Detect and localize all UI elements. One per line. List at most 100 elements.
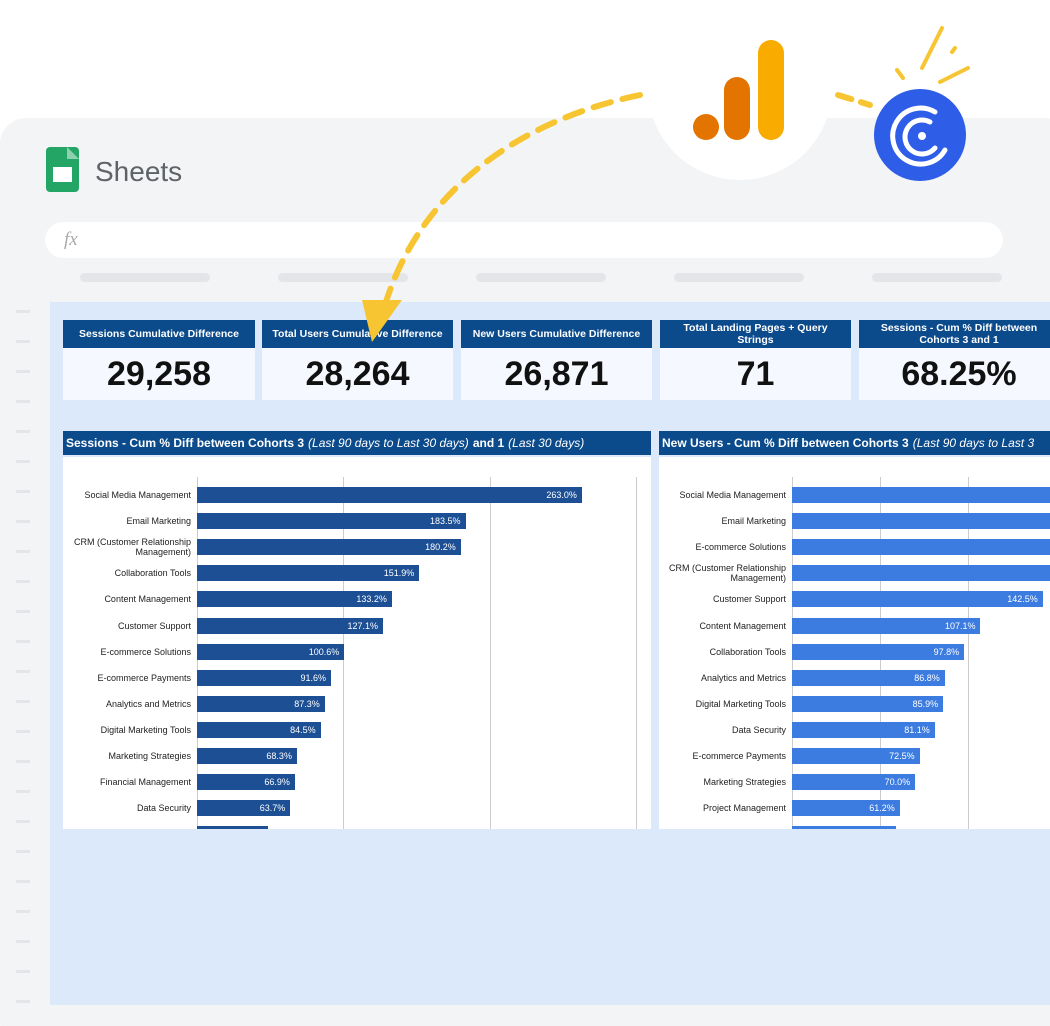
bar [197, 565, 420, 582]
value-label: 81.1% [904, 724, 930, 735]
category-label: E-commerce Payments [692, 751, 786, 761]
category-label: Analytics and Metrics [105, 698, 191, 709]
value-label: 263.0% [546, 490, 577, 500]
value-label: 151.9% [383, 568, 415, 579]
bar [197, 539, 461, 556]
value-label: 72.5% [889, 751, 915, 761]
sheets-logo-fold [67, 147, 79, 159]
bar [792, 565, 1050, 582]
value-label: 61.2% [869, 803, 895, 814]
kpi-card: New Users Cumulative Difference 26,871 [461, 320, 652, 400]
category-label: Digital Marketing Tools [695, 698, 786, 709]
kpi-value: 68.25% [901, 354, 1017, 393]
category-label: Data Security [136, 803, 191, 814]
value-label: 85.9% [912, 698, 939, 709]
category-label: Content Management [699, 620, 786, 631]
bar [197, 617, 383, 634]
bar [792, 721, 935, 738]
chart-body: Social Media Management 263.0% Email Marke… [63, 457, 651, 829]
bar [792, 591, 1043, 608]
kpi-title: New Users Cumulative Difference [461, 320, 652, 348]
bar [792, 643, 965, 660]
category-label: Analytics and Metrics [700, 672, 786, 683]
category-label: Marketing Strategies [703, 777, 786, 788]
kpi-title: Total Landing Pages + Query Strings [660, 320, 851, 348]
value-label: 133.2% [356, 594, 387, 605]
bar [792, 487, 1050, 503]
category-label: CRM (Customer Relationship Management) [668, 563, 786, 584]
kpi-value: 28,264 [305, 354, 410, 393]
value-label: 107.1% [944, 620, 976, 631]
category-label: Collaboration Tools [709, 646, 786, 657]
grid-line [636, 477, 637, 829]
category-label: Social Media Management [679, 490, 786, 500]
value-label: 70.0% [884, 777, 911, 788]
value-label: 180.2% [425, 542, 456, 553]
value-label: 127.1% [347, 620, 378, 631]
category-label: Email Marketing [721, 516, 786, 527]
kpi-title: Sessions Cumulative Difference [63, 320, 255, 348]
bar [792, 800, 900, 817]
bar [792, 669, 945, 686]
formula-label: fx [64, 229, 78, 250]
value-label: 91.6% [300, 672, 327, 683]
category-label: Customer Support [712, 594, 786, 605]
bar [197, 748, 297, 764]
category-label: E-commerce Payments [97, 672, 191, 683]
bar [197, 721, 321, 738]
category-label: Email Marketing [126, 516, 191, 527]
value-label: 86.8% [914, 672, 940, 683]
bar [792, 539, 1050, 556]
grid-line [489, 477, 491, 829]
bar [197, 591, 392, 608]
chart-panel: New Users - Cum % Diff between Cohorts 3… [659, 431, 1050, 829]
chart-panel: Sessions - Cum % Diff between Cohorts 3(… [63, 431, 651, 829]
category-label: Customer Support [117, 620, 191, 631]
kpi-card: Sessions Cumulative Difference 29,258 [63, 320, 255, 400]
chart-title-part: and 1 [472, 436, 505, 450]
value-label: 87.3% [294, 698, 320, 709]
formula-bar [45, 222, 1003, 258]
value-label: 100.6% [308, 646, 340, 657]
bar [197, 669, 332, 686]
bar [197, 800, 291, 817]
chart-title-part: (Last 90 days to Last 30 days) [308, 436, 469, 450]
chart-title-part: Sessions - Cum % Diff between Cohorts 3 [66, 436, 305, 450]
category-label: Digital Marketing Tools [100, 724, 191, 735]
bar [792, 774, 916, 791]
value-label: 84.5% [290, 724, 316, 735]
kpi-value: 29,258 [107, 354, 211, 393]
kpi-value: 71 [736, 354, 775, 393]
value-label: 183.5% [430, 516, 461, 527]
bar [197, 826, 268, 829]
kpi-card: Total Users Cumulative Difference 28,264 [262, 320, 453, 400]
bar [792, 748, 920, 764]
category-label: Data Security [731, 724, 786, 735]
kpi-card: Sessions - Cum % Diff between Cohorts 3 … [859, 320, 1050, 400]
bar [792, 617, 981, 634]
kpi-value: 26,871 [504, 354, 609, 393]
category-label: Collaboration Tools [114, 568, 191, 579]
bar [197, 774, 295, 791]
value-label: 63.7% [259, 803, 286, 814]
bar [197, 695, 325, 712]
value-label: 142.5% [1007, 594, 1038, 605]
category-label: Social Media Management [84, 490, 191, 500]
chart-body: Social Media Management Email Marketing E-… [659, 457, 1050, 829]
bar [197, 643, 345, 660]
value-label: 97.8% [933, 646, 960, 657]
sheets-logo-grid [53, 167, 72, 182]
category-label: Content Management [104, 594, 191, 605]
chart-title: New Users - Cum % Diff between Cohorts 3… [659, 431, 1050, 457]
bar [792, 513, 1050, 530]
bar [792, 695, 944, 712]
category-label: Project Management [702, 803, 786, 814]
chart-title-part: (Last 90 days to Last 3 [912, 436, 1035, 450]
bar [792, 826, 897, 829]
row-headers [16, 310, 30, 1003]
category-label: E-commerce Solutions [100, 646, 191, 657]
bar [197, 513, 466, 530]
category-label: Marketing Strategies [108, 751, 191, 761]
category-label: CRM (Customer Relationship Management) [73, 537, 191, 558]
